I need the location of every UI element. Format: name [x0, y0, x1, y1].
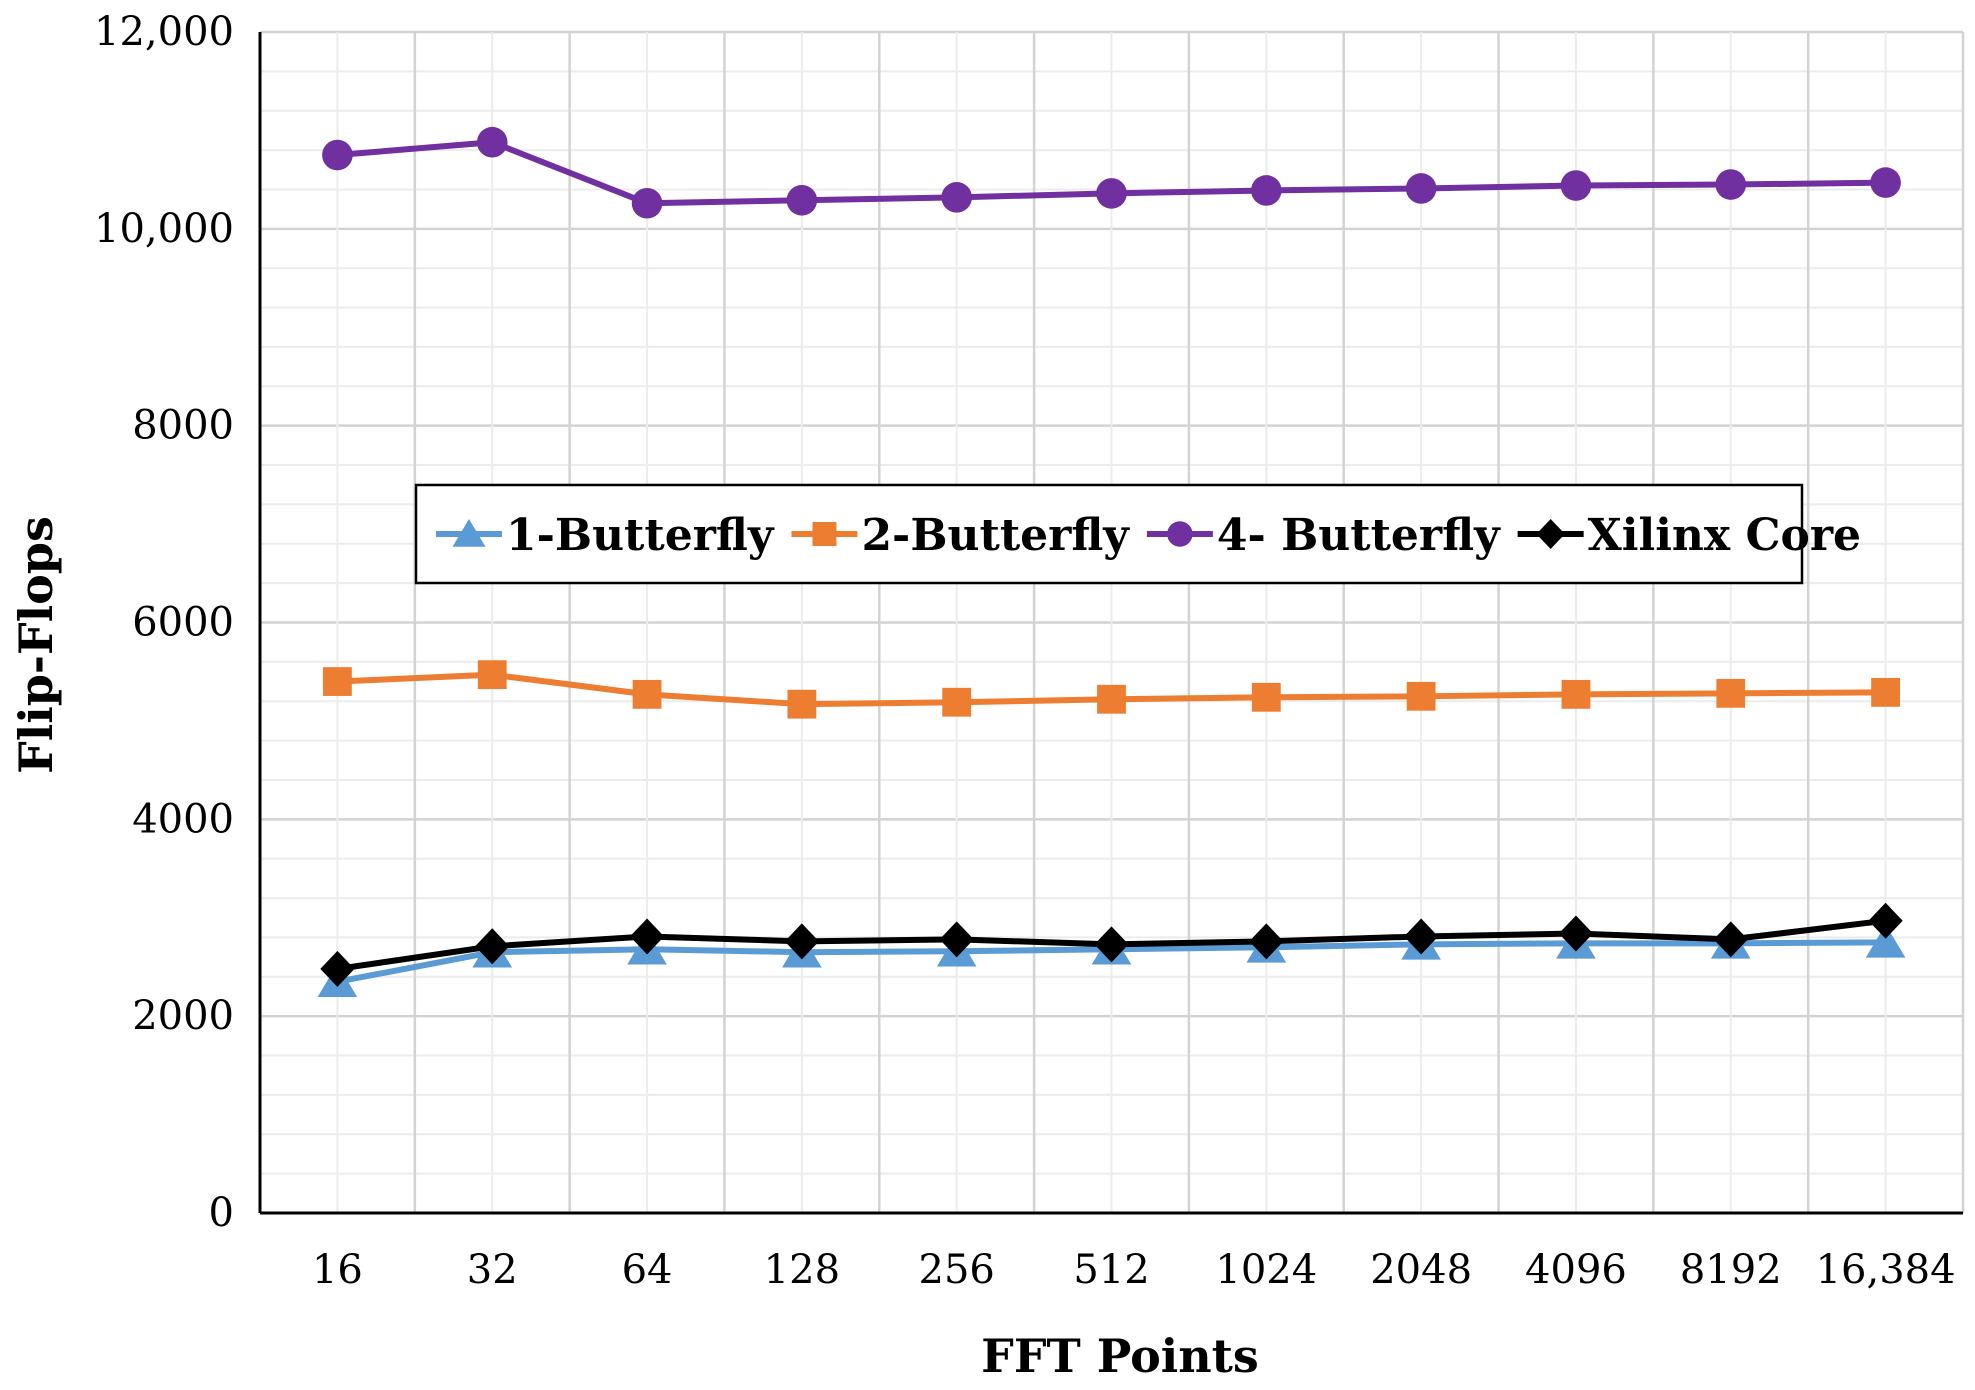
y-tick-label: 0: [209, 1190, 234, 1236]
x-tick-label: 2048: [1370, 1247, 1472, 1293]
data-point: [939, 921, 974, 958]
data-point: [1870, 167, 1901, 198]
legend-item: 4- Butterfly: [1146, 510, 1501, 561]
data-point: [322, 139, 353, 171]
x-axis-title: FFT Points: [981, 1329, 1259, 1383]
x-tick-label: 16,384: [1816, 1247, 1956, 1293]
x-tick-label: 256: [919, 1247, 995, 1293]
data-point: [1865, 924, 1906, 958]
legend-items: 1-Butterfly 2-Butterfly 4- Butterfly Xilinx…: [436, 510, 1861, 561]
legend-swatch-marker: [452, 519, 486, 547]
x-tick-label: 128: [764, 1247, 840, 1293]
data-point: [1251, 175, 1282, 206]
data-point: [323, 667, 352, 696]
x-tick-label: 16: [312, 1247, 363, 1293]
x-tick-label: 8192: [1680, 1247, 1782, 1293]
x-tick-label: 512: [1073, 1247, 1149, 1293]
tick-labels: 0 2000 4000 6000 8000 10,000 12,000 16 32 64 128 25…: [94, 9, 1956, 1293]
series-2-butterfly: [323, 660, 1900, 719]
data-point: [1406, 681, 1436, 711]
y-tick-label: 2000: [132, 993, 234, 1039]
data-point: [1716, 678, 1746, 708]
data-point: [477, 660, 507, 690]
legend-item: 1-Butterfly: [436, 510, 775, 561]
data-point: [1561, 679, 1591, 709]
data-point: [786, 184, 818, 216]
series-lines: [317, 126, 1906, 998]
x-tick-label: 64: [622, 1247, 673, 1293]
data-point: [1094, 926, 1129, 963]
x-tick-label: 4096: [1525, 1247, 1627, 1293]
data-point: [1097, 684, 1126, 714]
x-tick-label: 1024: [1215, 1247, 1317, 1293]
legend-swatch-marker: [1167, 521, 1193, 547]
data-point: [475, 928, 510, 965]
data-point: [631, 187, 663, 219]
data-point: [1715, 169, 1747, 200]
data-point: [784, 923, 819, 960]
legend-item: Xilinx Core: [1517, 510, 1861, 561]
gridlines: [260, 30, 1965, 1213]
y-tick-label: 8000: [132, 403, 234, 449]
x-tick-label: 32: [467, 1247, 518, 1293]
data-point: [1871, 677, 1900, 707]
legend-swatch-marker: [812, 522, 837, 546]
series-4-butterfly: [322, 126, 1901, 219]
data-point: [476, 126, 508, 158]
y-tick-label: 12,000: [94, 9, 234, 55]
data-point: [1713, 921, 1748, 958]
y-tick-label: 10,000: [94, 206, 234, 252]
legend-label: Xilinx Core: [1588, 510, 1861, 561]
axes: [258, 32, 1963, 1215]
data-point: [787, 689, 817, 719]
legend: 1-Butterfly 2-Butterfly 4- Butterfly Xilinx…: [414, 483, 1861, 585]
y-axis-title: Flip-Flops: [9, 516, 63, 774]
data-point: [942, 687, 972, 717]
data-point: [320, 950, 355, 987]
data-point: [1868, 902, 1903, 939]
data-point: [1096, 178, 1127, 209]
data-point: [632, 679, 662, 709]
legend-label: 1-Butterfly: [506, 510, 775, 561]
data-point: [1405, 173, 1437, 204]
series-xilinx-core: [320, 902, 1903, 987]
data-point: [1404, 918, 1439, 955]
legend-swatch-marker: [1536, 519, 1565, 549]
y-tick-label: 6000: [132, 600, 234, 646]
y-tick-label: 4000: [132, 796, 234, 842]
data-point: [629, 918, 665, 955]
legend-label: 4- Butterfly: [1217, 510, 1501, 561]
legend-item: 2-Butterfly: [791, 510, 1130, 561]
data-point: [1249, 923, 1284, 960]
data-point: [1560, 170, 1592, 201]
legend-label: 2-Butterfly: [861, 510, 1130, 561]
data-point: [1251, 682, 1281, 712]
data-point: [1558, 915, 1594, 952]
data-point: [941, 182, 972, 213]
